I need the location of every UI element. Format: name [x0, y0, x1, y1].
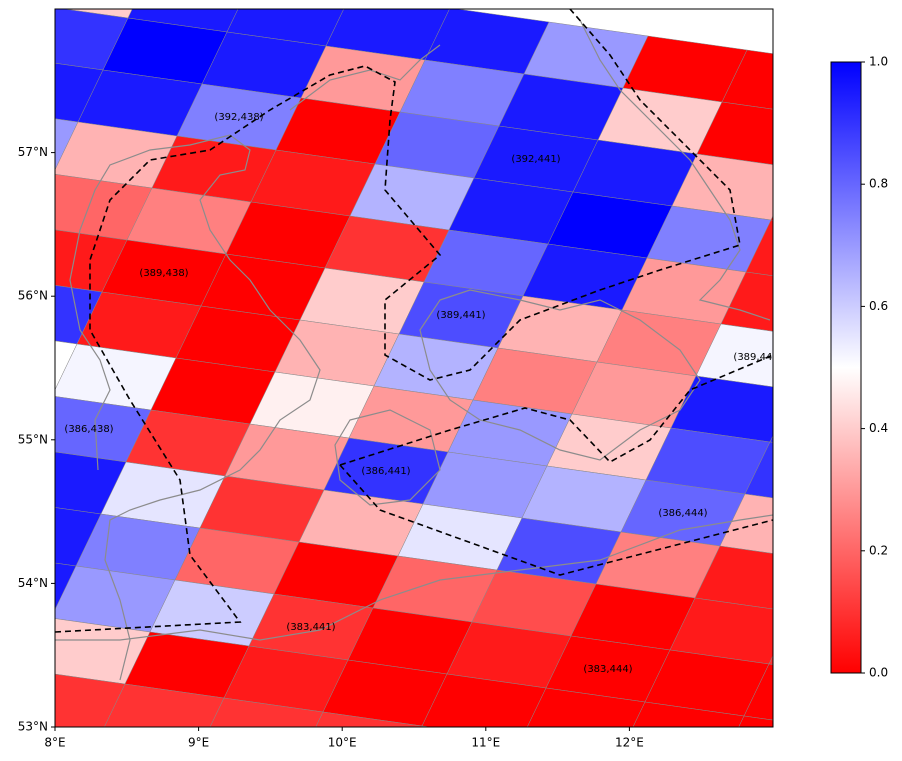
y-tick-label: 57°N — [18, 145, 48, 159]
coast-germany — [55, 514, 773, 641]
grid-cell — [0, 212, 28, 278]
colorbar-tick-label: 0.2 — [869, 543, 888, 557]
coast-jutland — [69, 134, 321, 681]
cell-label: (389,441) — [436, 310, 485, 321]
y-tick-label: 56°N — [18, 289, 48, 303]
cell-labels: (392,438) (392,441) (389,438) (389,441) (389… — [64, 112, 782, 675]
x-tick-label: 11°E — [471, 736, 500, 750]
x-tick-label: 9°E — [188, 736, 209, 750]
colorbar-tick-label: 0.4 — [869, 421, 888, 435]
cell-label: (392,441) — [511, 154, 560, 165]
grid-cell — [421, 725, 431, 727]
grid-cell — [869, 404, 902, 470]
x-tick-label: 10°E — [328, 736, 357, 750]
colorbar-tick-label: 1.0 — [869, 55, 888, 69]
coast-north — [289, 44, 441, 111]
cell-label: (383,444) — [583, 664, 632, 675]
grid-cell — [0, 160, 53, 226]
coast-funen — [334, 409, 441, 506]
colorbar-tick-label: 0.0 — [869, 666, 888, 680]
cell-label: (386,438) — [64, 424, 113, 435]
x-tick-label: 8°E — [44, 736, 65, 750]
grid-cell — [894, 352, 902, 418]
grid-cell — [769, 435, 773, 443]
cell-label: (386,444) — [658, 508, 707, 519]
cell-label: (392,438) — [214, 112, 263, 123]
grid-cell — [719, 493, 773, 554]
grid-cell — [595, 754, 719, 761]
grid-cell — [0, 656, 26, 722]
colorbar-tick-label: 0.8 — [869, 177, 888, 191]
grid-cell — [745, 219, 773, 277]
map-frame — [54, 8, 774, 728]
grid-cell — [496, 740, 620, 761]
x-tick-label: 12°E — [615, 736, 644, 750]
grid-cell — [768, 655, 773, 665]
colorbar — [830, 61, 862, 674]
grid-cell — [0, 486, 2, 552]
y-tick-label: 53°N — [18, 720, 48, 734]
grid-cell — [0, 604, 51, 670]
grid-cell — [721, 49, 773, 110]
dashed-boundary — [55, 9, 741, 633]
coastline — [55, 19, 773, 681]
grid-cell — [870, 182, 902, 248]
coast-sweden — [579, 19, 771, 321]
cell-label: (389,438) — [139, 268, 188, 279]
cell-label: (389,444) — [733, 352, 782, 363]
grid-cell — [75, 736, 199, 761]
y-tick-label: 55°N — [18, 432, 48, 446]
cell-label: (386,441) — [361, 466, 410, 477]
dashed-boundary — [339, 464, 773, 576]
grid-cell — [174, 750, 298, 761]
grid-cell — [738, 715, 773, 727]
grid-cell — [0, 708, 1, 761]
grid-cell — [744, 441, 773, 499]
region-outline — [55, 9, 773, 633]
grid-cell — [743, 663, 773, 721]
colorbar-tick-label: 0.6 — [869, 299, 888, 313]
cell-label: (383,441) — [286, 622, 335, 633]
grid-cell — [895, 130, 902, 196]
y-tick-label: 54°N — [18, 576, 48, 590]
grid-cell — [0, 264, 3, 330]
